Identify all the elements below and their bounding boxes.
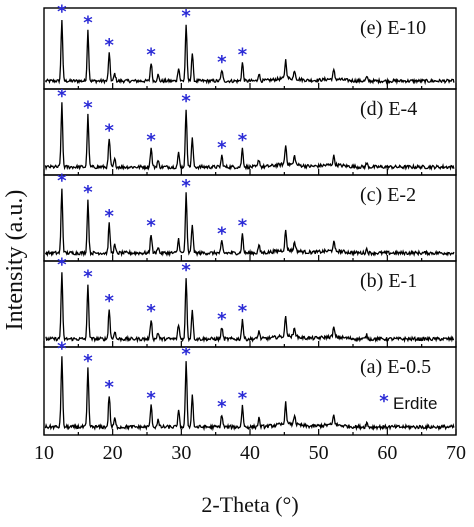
x-tick-label: 50 — [309, 442, 329, 464]
x-tick-label: 40 — [240, 442, 260, 464]
erdite-peak-marker: * — [146, 301, 156, 322]
erdite-peak-marker: * — [83, 351, 93, 372]
erdite-peak-marker: * — [57, 255, 67, 276]
erdite-peak-marker: * — [57, 1, 67, 22]
erdite-peak-marker: * — [105, 35, 115, 56]
x-axis-ticks: 10 20 30 40 50 60 70 — [34, 442, 466, 464]
panel-2: * * * * * * * (d) E-4 — [43, 86, 457, 176]
erdite-peak-marker: * — [181, 91, 191, 112]
erdite-peak-marker: * — [57, 338, 67, 359]
x-axis-label: 2-Theta (°) — [201, 492, 298, 517]
legend-marker: * — [379, 391, 389, 412]
erdite-peak-marker: * — [217, 396, 227, 417]
x-tick-label: 10 — [34, 442, 54, 464]
erdite-peak-marker: * — [83, 182, 93, 203]
erdite-peak-marker: * — [83, 97, 93, 118]
erdite-peak-marker: * — [146, 44, 156, 65]
erdite-peak-marker: * — [105, 377, 115, 398]
series-label: (e) E-10 — [360, 17, 426, 39]
xrd-trace — [45, 272, 455, 344]
erdite-peak-marker: * — [105, 121, 115, 142]
erdite-peak-marker: * — [57, 171, 67, 192]
erdite-peak-marker: * — [238, 44, 248, 65]
erdite-peak-marker: * — [105, 291, 115, 312]
x-tick-label: 20 — [103, 442, 123, 464]
erdite-peak-marker: * — [146, 130, 156, 151]
xrd-trace — [44, 102, 455, 171]
series-label: (a) E-0.5 — [360, 356, 431, 378]
panels-group: * * * * * * * (e) E-10 * * * * * * * (d) E-4 * * * * * * * (c) … — [43, 1, 457, 436]
erdite-peak-marker: * — [83, 12, 93, 33]
panel-3: * * * * * * * (c) E-2 — [43, 171, 457, 262]
erdite-peak-marker: * — [181, 344, 191, 365]
erdite-peak-marker: * — [83, 266, 93, 287]
x-tick-label: 30 — [171, 442, 191, 464]
erdite-peak-marker: * — [217, 52, 227, 73]
y-axis-label: Intensity (a.u.) — [2, 190, 28, 331]
erdite-peak-marker: * — [217, 309, 227, 330]
erdite-peak-marker: * — [181, 6, 191, 27]
erdite-peak-marker: * — [57, 86, 67, 107]
legend-label: Erdite — [393, 394, 437, 413]
erdite-peak-marker: * — [181, 176, 191, 197]
panel-5: ****** *(a) E-0.5* Erdite — [43, 338, 457, 436]
erdite-peak-marker: * — [181, 260, 191, 281]
erdite-peak-marker: * — [146, 216, 156, 237]
erdite-peak-marker: * — [238, 388, 248, 409]
panel-1: * * * * * * * (e) E-10 — [43, 1, 457, 90]
erdite-peak-marker: * — [105, 206, 115, 227]
x-tick-label: 60 — [377, 442, 397, 464]
series-label: (c) E-2 — [360, 184, 416, 206]
series-label: (d) E-4 — [360, 98, 417, 120]
erdite-peak-marker: * — [217, 223, 227, 244]
xrd-trace — [44, 356, 455, 432]
erdite-peak-marker: * — [238, 216, 248, 237]
erdite-peak-marker: * — [238, 301, 248, 322]
series-label: (b) E-1 — [360, 270, 417, 292]
xrd-trace — [44, 19, 455, 86]
erdite-peak-marker: * — [238, 130, 248, 151]
x-tick-label: 70 — [446, 442, 466, 464]
erdite-peak-marker: * — [146, 388, 156, 409]
erdite-peak-marker: * — [217, 138, 227, 159]
xrd-trace — [44, 188, 455, 258]
panel-4: * * * * * * * (b) E-1 — [43, 255, 457, 348]
